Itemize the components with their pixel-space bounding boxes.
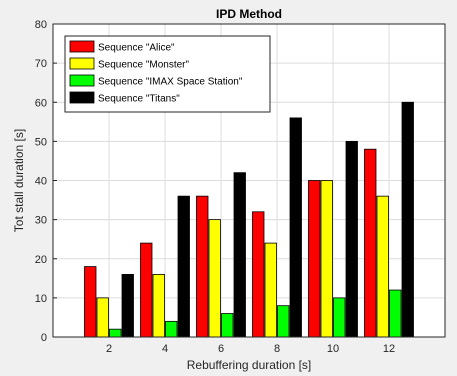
bar-series-2-cat-1	[165, 320, 178, 338]
y-tick-label: 80	[35, 19, 47, 31]
legend: Sequence "Alice" Sequence "Monster" Sequen…	[64, 35, 271, 113]
legend-label-0: Sequence "Alice"	[98, 43, 175, 54]
y-axis-label: Tot stall duration [s]	[12, 129, 26, 232]
bar-series-3-cat-3	[289, 117, 302, 338]
x-axis-label: Rebuffering duration [s]	[187, 358, 312, 372]
bar-series-3-cat-2	[233, 172, 246, 338]
legend-swatch-0	[69, 40, 95, 53]
bars	[84, 101, 414, 338]
x-tick-label: 8	[274, 343, 280, 355]
bar-series-3-cat-4	[345, 140, 358, 338]
bar-series-2-cat-5	[389, 289, 402, 338]
bar-series-0-cat-5	[364, 148, 377, 338]
bar-series-3-cat-5	[401, 101, 414, 338]
y-tick-label: 70	[35, 58, 47, 70]
bar-series-0-cat-4	[308, 180, 321, 338]
bar-series-1-cat-5	[376, 195, 389, 338]
bar-series-0-cat-3	[252, 211, 265, 338]
legend-label-2: Sequence "IMAX Space Station"	[98, 77, 243, 88]
y-tick-label: 60	[35, 97, 47, 109]
legend-swatch-2	[69, 74, 95, 87]
x-tick-label: 12	[383, 343, 395, 355]
legend-box	[64, 35, 271, 113]
bar-series-0-cat-2	[196, 195, 209, 338]
bar-series-1-cat-1	[152, 273, 165, 338]
bar-series-1-cat-4	[320, 180, 333, 338]
bar-series-3-cat-1	[177, 195, 190, 338]
x-axis-ticks: 2 4 6 8 10 12	[106, 333, 395, 355]
y-tick-label: 50	[35, 136, 47, 148]
x-tick-label: 4	[162, 343, 168, 355]
legend-swatch-3	[69, 91, 95, 104]
y-tick-label: 30	[35, 215, 47, 227]
bar-series-2-cat-3	[277, 305, 290, 338]
y-tick-label: 10	[35, 293, 47, 305]
bar-series-2-cat-2	[221, 313, 234, 338]
legend-label-1: Sequence "Monster"	[98, 60, 189, 71]
bar-series-1-cat-2	[208, 219, 221, 338]
y-tick-label: 40	[35, 176, 47, 188]
bar-series-1-cat-0	[96, 297, 109, 338]
y-tick-label: 0	[41, 332, 47, 344]
y-tick-label: 20	[35, 254, 47, 266]
x-tick-label: 10	[327, 343, 339, 355]
legend-label-3: Sequence "Titans"	[98, 94, 180, 105]
bar-series-0-cat-0	[84, 266, 97, 338]
bar-series-0-cat-1	[140, 242, 153, 338]
bar-series-1-cat-3	[264, 242, 277, 338]
x-tick-label: 6	[218, 343, 224, 355]
legend-swatch-1	[69, 57, 95, 70]
y-axis-ticks: 0 10 20 30 40 50 60 70 80	[35, 19, 57, 344]
chart-title: IPD Method	[216, 7, 282, 21]
bar-series-2-cat-0	[109, 328, 122, 338]
x-tick-label: 2	[106, 343, 112, 355]
bar-series-3-cat-0	[121, 273, 134, 338]
bar-series-2-cat-4	[333, 297, 346, 338]
